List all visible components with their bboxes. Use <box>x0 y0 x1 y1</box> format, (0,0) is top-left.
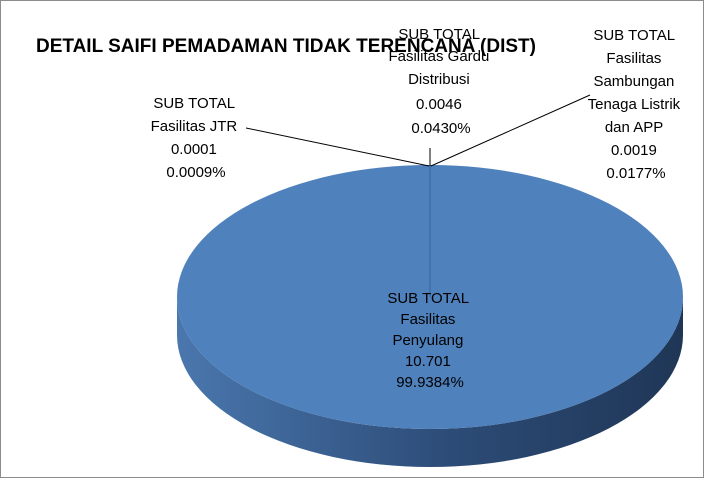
data-label-gardu-distribusi: SUB TOTAL Fasilitas Gardu Distribusi 0.0… <box>388 26 493 137</box>
label-percent: 0.0177% <box>606 165 665 182</box>
data-label-jtr: SUB TOTAL Fasilitas JTR 0.0001 0.0009% <box>151 95 242 181</box>
label-value: 0.0019 <box>611 142 657 159</box>
label-percent: 0.0009% <box>166 164 225 181</box>
label-line: SUB TOTAL <box>387 290 468 307</box>
label-line: Fasilitas JTR <box>151 118 238 135</box>
data-label-penyulang: SUB TOTAL Fasilitas Penyulang 10.701 99.… <box>387 290 472 391</box>
label-percent: 99.9384% <box>396 374 464 391</box>
chart-title: DETAIL SAIFI PEMADAMAN TIDAK TERENCANA (… <box>36 36 536 57</box>
leader-lines <box>245 94 591 167</box>
label-line: SUB TOTAL <box>398 26 479 43</box>
label-line: Fasilitas Gardu <box>388 48 489 65</box>
leader-line-jtr <box>245 127 430 167</box>
label-line: Fasilitas <box>400 311 455 328</box>
label-line: Penyulang <box>392 332 463 349</box>
label-value: 0.0001 <box>171 141 217 158</box>
label-line: Fasilitas <box>606 50 661 67</box>
pie-side-wall <box>177 297 683 467</box>
leader-line-sambungan <box>430 94 591 167</box>
label-line: SUB TOTAL <box>153 95 234 112</box>
label-percent: 0.0430% <box>411 120 470 137</box>
label-line: Sambungan <box>593 73 674 90</box>
label-line: Tenaga Listrik <box>588 96 681 113</box>
label-value: 0.0046 <box>416 96 462 113</box>
data-label-sambungan-tenaga-listrik: SUB TOTAL Fasilitas Sambungan Tenaga Lis… <box>588 27 685 182</box>
label-line: Distribusi <box>408 71 470 88</box>
label-value: 10.701 <box>405 353 451 370</box>
label-line: dan APP <box>605 119 663 136</box>
label-line: SUB TOTAL <box>593 27 674 44</box>
